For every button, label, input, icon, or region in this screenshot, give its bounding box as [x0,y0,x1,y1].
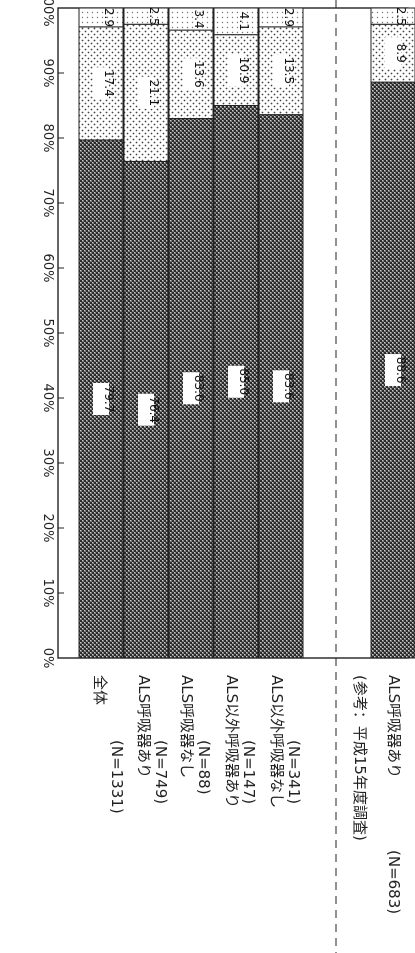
value-label: 2.5 [394,7,408,26]
tick-label: 80% [40,124,55,153]
tick-label: 10% [40,579,55,608]
tick-label: 40% [40,384,55,413]
bar-segment-3 [78,7,124,28]
category-label: ALS呼吸器あり [385,675,403,778]
value-label-bg [228,365,244,398]
bar-segment-3 [258,7,304,28]
value-label-bg [273,54,289,87]
tick-label: 20% [40,514,55,543]
value-label-bg [138,393,154,426]
value-label-bg [93,67,109,100]
category-n-label: (N=88) [195,740,213,795]
tick-label: 50% [40,319,55,348]
value-label-bg [385,37,401,70]
value-label: 83.6 [282,373,296,400]
value-label: 85.0 [237,368,251,395]
category-n-label: (N=749) [152,740,170,804]
value-label: 4.1 [237,12,251,31]
value-label-bg [93,382,109,415]
value-label-bg [138,76,154,109]
tick-label: 60% [40,254,55,283]
category-label: ALS呼吸器なし [178,675,196,778]
value-label-bg [183,58,199,91]
bar-segment-3 [168,7,214,31]
value-label: 79.7 [102,386,116,413]
tick-label: 70% [40,189,55,218]
value-label: 3.4 [192,10,206,29]
tick-label: 30% [40,449,55,478]
value-label: 10.9 [237,57,251,84]
category-n-label: (N=1331) [108,740,126,814]
value-label-bg [385,354,401,387]
value-label: 8.9 [394,44,408,63]
bar-segment-3 [123,7,169,25]
value-label-bg [273,370,289,403]
value-label: 2.9 [102,8,116,27]
category-label: ALS以外呼吸器あり [223,675,241,808]
value-label: 88.6 [394,357,408,384]
tick-label: 90% [40,59,55,88]
value-label: 13.6 [192,61,206,88]
value-label-bg [228,54,244,87]
value-label: 13.5 [282,57,296,84]
bar-layer: 79.7 17.4 2.9 76.4 21.1 2.5 83.0 13.6 3.4 85.0 10.… [78,7,415,659]
value-label: 2.9 [282,8,296,27]
bar-segment-3 [370,7,415,25]
category-layer: 全体(N=1331) ALS呼吸器あり (N=749) ALS呼吸器なし (N=88) A… [91,675,403,914]
category-n-label: (N=147) [240,740,258,804]
category-label: (参考：平成15年度調査) [351,675,369,841]
value-label: 2.5 [147,7,161,26]
tick-layer: 0% 10% 20% 30% 40% 50% 60% 70% 80% 90% 100% [40,0,64,668]
category-label: ALS呼吸器あり [135,675,153,778]
value-label: 76.4 [147,396,161,423]
value-label: 17.4 [102,70,116,97]
tick-label: 0% [40,648,55,669]
category-n-label: (N=683) [385,850,403,914]
bar-segment-3 [213,7,259,36]
category-label: 全体 [91,675,109,705]
value-label: 21.1 [147,79,161,106]
category-label: ALS以外呼吸器なし [268,675,286,808]
category-n-label: (N=341) [285,740,303,804]
tick-label: 100% [40,0,55,27]
value-label: 83.0 [192,375,206,402]
value-label-bg [183,372,199,405]
